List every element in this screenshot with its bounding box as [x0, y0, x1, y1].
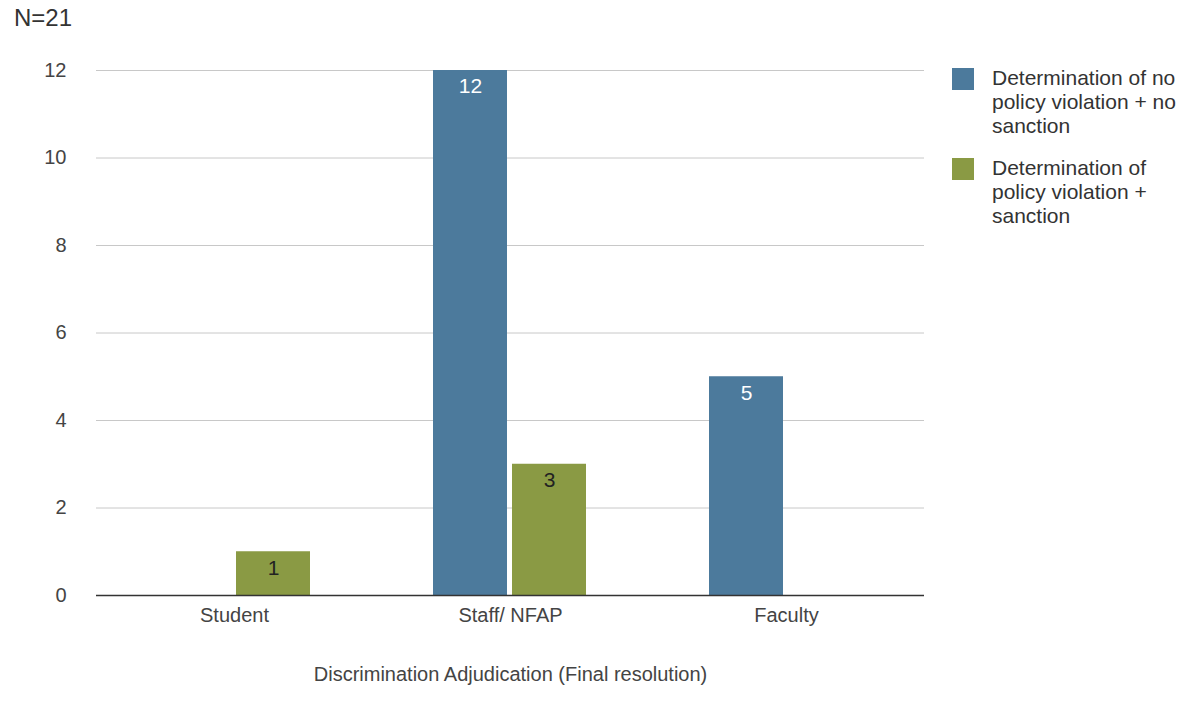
svg-text:Student: Student	[200, 604, 269, 626]
svg-text:4: 4	[55, 409, 66, 431]
svg-text:8: 8	[55, 234, 66, 256]
html-text:Determination of no policy vio: Determination of no policy violation + n…	[992, 66, 1176, 137]
svg-text:Faculty: Faculty	[754, 604, 818, 626]
svg-text:Staff/ NFAP: Staff/ NFAP	[458, 604, 562, 626]
svg-text:1: 1	[268, 556, 280, 579]
svg-text:10: 10	[44, 146, 66, 168]
svg-text:3: 3	[544, 468, 556, 491]
svg-text:Discrimination Adjudication (F: Discrimination Adjudication (Final resol…	[314, 663, 708, 685]
svg-text:6: 6	[55, 321, 66, 343]
svg-text:12: 12	[459, 74, 482, 97]
svg-text:0: 0	[55, 584, 66, 606]
svg-text:2: 2	[55, 496, 66, 518]
html-text:N=21: N=21	[14, 4, 72, 31]
html-text:Determination of policy violat: Determination of policy violation + sanc…	[992, 156, 1147, 227]
svg-text:12: 12	[44, 59, 66, 81]
svg-text:5: 5	[741, 381, 753, 404]
